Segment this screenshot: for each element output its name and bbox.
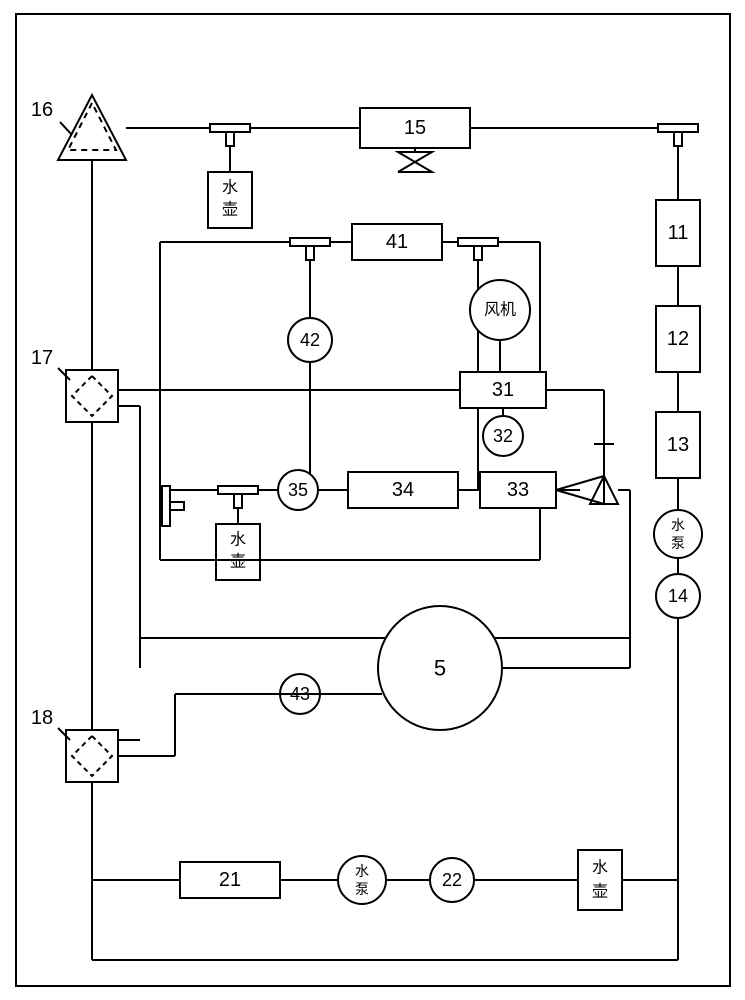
thermal-system-diagram: 16 水 壶 15 11 12 13 水 泵 14 [0, 0, 745, 1000]
label-14: 14 [668, 586, 688, 606]
label-18: 18 [31, 707, 53, 729]
label-21: 21 [219, 869, 241, 891]
label-33: 33 [507, 479, 529, 501]
tee-sub-bottom-far-left-h [162, 486, 170, 526]
svg-text:壶: 壶 [230, 553, 246, 571]
kettle-3-label-1: 水 [592, 859, 608, 877]
tee-sub-bottom-far-left-s [170, 502, 184, 510]
tee-sub-right-stem [474, 246, 482, 260]
label-16: 16 [31, 99, 53, 121]
tee-top-right [658, 124, 698, 132]
tee-sub-right [458, 238, 498, 246]
valve-18 [66, 730, 118, 782]
pump-2-label-1: 水 [355, 863, 369, 879]
label-15: 15 [404, 117, 426, 139]
tee-sub-left [290, 238, 330, 246]
valve-17 [66, 370, 118, 422]
label-32: 32 [493, 426, 513, 446]
fan-label: 风机 [484, 301, 516, 319]
label-34: 34 [392, 479, 414, 501]
label-42: 42 [300, 330, 320, 350]
tee-top-right-stem [674, 132, 682, 146]
label-12: 12 [667, 328, 689, 350]
tee-sub-left-stem [306, 246, 314, 260]
kettle-1-label-1: 水 [222, 179, 238, 197]
label-22: 22 [442, 870, 462, 890]
label-31: 31 [492, 379, 514, 401]
label-5: 5 [434, 656, 446, 681]
pump-1-label-2: 泵 [671, 535, 685, 551]
label-11: 11 [668, 222, 689, 244]
label-41: 41 [386, 231, 408, 253]
kettle-1-label-2: 壶 [222, 201, 238, 219]
label-17: 17 [31, 347, 53, 369]
label-13: 13 [667, 434, 689, 456]
svg-text:水: 水 [230, 531, 246, 549]
label-35: 35 [288, 480, 308, 500]
kettle-3-label-2: 壶 [592, 883, 608, 901]
pump-1-label-1: 水 [671, 517, 685, 533]
pump-2-label-2: 泵 [355, 881, 369, 897]
